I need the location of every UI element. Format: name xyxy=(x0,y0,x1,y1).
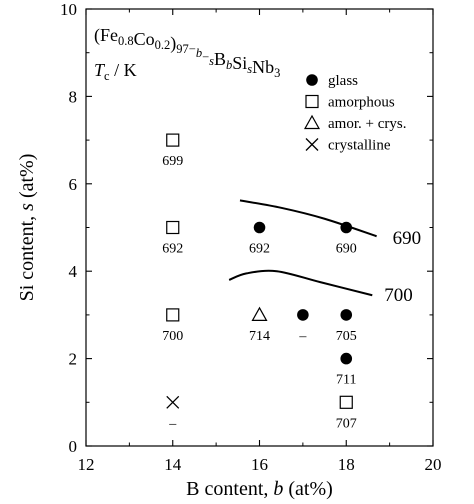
point-circle-filled xyxy=(340,309,353,321)
point-square-open xyxy=(166,220,180,235)
y-tick-label: 0 xyxy=(69,437,78,456)
y-tick-label: 8 xyxy=(69,87,78,106)
point-label: 692 xyxy=(249,242,270,257)
contour-label-690: 690 xyxy=(393,228,422,249)
axis-ticks: 12 14 16 18 20 0 2 4 6 8 10 xyxy=(60,0,442,474)
tc-label: Tc / K xyxy=(94,60,137,83)
point-square-open xyxy=(166,308,180,322)
legend-label: amor. + crys. xyxy=(328,116,406,132)
alloy-formula: (Fe0.8Co0.2)97−b−sBbSisNb3 xyxy=(94,25,280,80)
legend-marker-triangle-open xyxy=(303,114,321,130)
x-tick-label: 14 xyxy=(164,455,182,474)
contour-label-700: 700 xyxy=(384,285,413,306)
point-label: 692 xyxy=(162,242,183,257)
y-axis-label: Si content, s (at%) xyxy=(16,154,38,302)
point-label: 690 xyxy=(336,242,357,257)
point-label: – xyxy=(168,416,177,431)
x-axis-label: B content, b (at%) xyxy=(186,478,333,500)
x-tick-label: 18 xyxy=(338,455,355,474)
contour-690 xyxy=(239,199,377,238)
point-square-open xyxy=(166,133,180,147)
point-label: 711 xyxy=(336,373,356,388)
legend: glass amorphous amor. + crys. crystalline xyxy=(303,73,406,154)
x-tick-label: 12 xyxy=(78,455,95,474)
legend-marker-cross xyxy=(305,138,319,151)
data-points: 699 692 700 – 692 690 714 – 705 711 707 xyxy=(162,133,357,431)
legend-label: glass xyxy=(328,73,358,89)
y-tick-label: 4 xyxy=(69,262,78,281)
point-circle-filled xyxy=(297,309,309,321)
point-label: 699 xyxy=(162,154,183,169)
point-label: 707 xyxy=(336,416,357,431)
x-tick-label: 16 xyxy=(251,455,268,474)
point-cross xyxy=(166,395,180,409)
point-circle-filled xyxy=(253,221,266,234)
y-tick-label: 10 xyxy=(60,0,77,19)
contour-lines: 690 700 xyxy=(228,199,422,306)
legend-label: crystalline xyxy=(328,138,391,154)
point-label: 705 xyxy=(336,329,357,344)
y-tick-label: 6 xyxy=(69,175,78,194)
point-circle-filled xyxy=(340,352,353,365)
point-square-open xyxy=(339,395,353,409)
point-label: 714 xyxy=(249,329,270,344)
axis-labels: B content, b (at%) Si content, s (at%) xyxy=(16,154,333,500)
legend-marker-circle-filled xyxy=(306,74,318,86)
legend-marker-square-open xyxy=(305,94,319,109)
point-label: 700 xyxy=(162,329,183,344)
point-circle-filled xyxy=(340,221,353,234)
legend-label: amorphous xyxy=(328,95,395,111)
point-label: – xyxy=(298,329,307,344)
contour-700 xyxy=(228,269,373,297)
point-triangle-open xyxy=(251,306,268,321)
y-tick-label: 2 xyxy=(69,350,78,369)
x-tick-label: 20 xyxy=(425,455,442,474)
